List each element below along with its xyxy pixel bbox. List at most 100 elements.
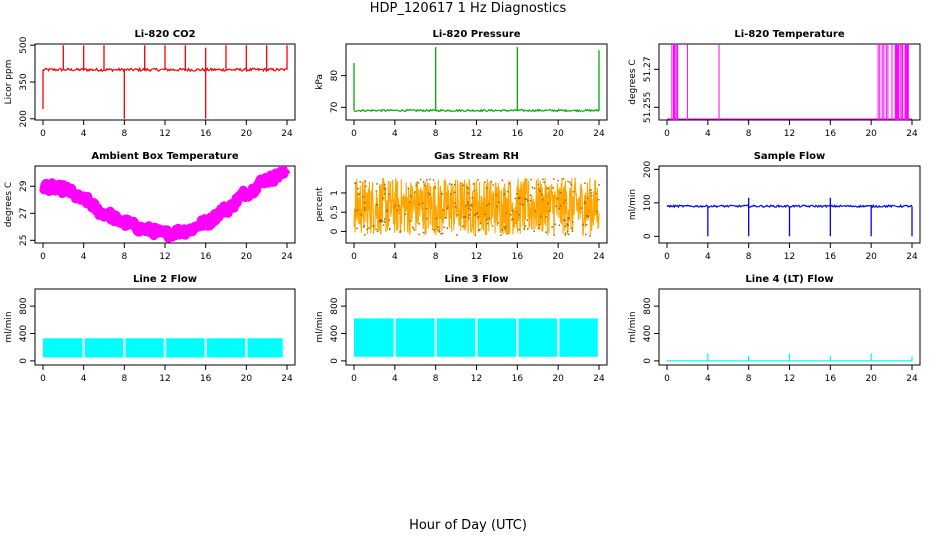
series-point-rh <box>567 230 569 233</box>
series-line-rh <box>353 177 600 237</box>
panel-licor-temp: Li-820 Temperature degrees C 0 4 8 12 16 20 24 51… <box>628 29 921 139</box>
series-point-rh <box>414 191 416 193</box>
series-point-rh <box>572 191 575 193</box>
series-point-rh <box>358 193 360 196</box>
series-point-rh <box>523 227 525 230</box>
series-point-rh <box>473 214 476 216</box>
series-point-rh <box>505 226 507 229</box>
panel-line4-flow: Line 4 (LT) Flow ml/min 0 4 8 12 16 20 24 0 400 800 <box>628 274 921 384</box>
series-point-rh <box>376 183 378 185</box>
series-point-rh <box>427 192 430 194</box>
series-point-rh <box>542 198 544 201</box>
series-licor-temp <box>667 44 912 120</box>
series-point-rh <box>563 202 565 204</box>
x-tick-label-ambient-temp: 20 <box>241 252 253 262</box>
series-point-rh <box>486 222 489 225</box>
x-tick-label-line2-flow: 0 <box>40 374 46 384</box>
series-point-rh <box>440 233 442 235</box>
series-point-rh <box>434 186 436 189</box>
panel-pressure: Li-820 Pressure kPa 0 4 8 12 16 20 24 70 80 <box>315 29 608 139</box>
series-point-rh <box>399 230 402 232</box>
panel-rh: Gas Stream RH percent 0 4 8 12 16 20 24 0 0.5 1 <box>315 151 608 262</box>
series-point-rh <box>496 205 498 208</box>
series-point-rh <box>409 220 412 222</box>
series-point-rh <box>456 214 459 216</box>
series-point-rh <box>441 232 444 235</box>
y-tick-label-line4-flow: 800 <box>643 297 653 314</box>
series-point-rh <box>552 187 554 189</box>
x-tick-label-co2: 0 <box>40 129 46 139</box>
series-point-rh <box>382 197 384 200</box>
series-point-rh <box>510 214 512 216</box>
x-tick-label-line4-flow: 4 <box>705 374 711 384</box>
x-tick-label-line4-flow: 24 <box>906 374 918 384</box>
series-point-rh <box>426 179 428 181</box>
x-tick-label-pressure: 24 <box>593 129 605 139</box>
x-tick-label-licor-temp: 20 <box>865 129 877 139</box>
series-point-rh <box>497 222 499 224</box>
series-point-rh <box>469 209 472 211</box>
flow-block-line2-flow <box>43 338 83 358</box>
series-point-rh <box>533 230 535 233</box>
x-tick-label-co2: 12 <box>159 129 170 139</box>
series-point-rh <box>557 197 559 200</box>
series-sample-flow <box>666 197 913 237</box>
x-tick-label-line4-flow: 16 <box>825 374 837 384</box>
series-point-rh <box>474 234 476 237</box>
series-point-rh <box>475 213 477 215</box>
series-point-rh <box>429 178 431 181</box>
flow-block-line2-flow <box>247 338 283 358</box>
x-tick-label-line4-flow: 12 <box>784 374 795 384</box>
series-point-rh <box>500 234 502 236</box>
series-co2 <box>42 45 288 119</box>
series-point-rh <box>446 227 448 229</box>
series-point-rh <box>467 201 469 203</box>
series-point-rh <box>364 234 366 236</box>
y-tick-label-rh: 0.5 <box>330 205 340 219</box>
series-point-rh <box>587 216 590 218</box>
series-point-rh <box>363 225 366 227</box>
x-tick-label-line2-flow: 20 <box>241 374 253 384</box>
series-point-rh <box>585 233 587 236</box>
series-point-rh <box>501 179 504 181</box>
series-point-rh <box>587 215 589 217</box>
series-point-rh <box>462 184 465 187</box>
series-point-rh <box>354 182 356 185</box>
series-ambient-temp <box>38 166 291 243</box>
series-point-rh <box>488 202 490 205</box>
series-point-rh <box>492 184 494 186</box>
series-point-rh <box>538 188 540 191</box>
series-point-rh <box>596 210 598 213</box>
x-tick-label-pressure: 16 <box>512 129 524 139</box>
series-point-rh <box>418 203 421 206</box>
series-point-rh <box>421 202 424 205</box>
series-point-rh <box>388 219 390 221</box>
x-tick-label-licor-temp: 16 <box>825 129 837 139</box>
series-point-rh <box>479 222 482 224</box>
series-point-rh <box>518 197 521 200</box>
series-point-rh <box>518 228 520 231</box>
y-tick-label-rh: 1 <box>330 190 340 196</box>
series-point-rh <box>585 215 588 217</box>
x-tick-label-line4-flow: 8 <box>746 374 752 384</box>
series-point-rh <box>558 224 561 226</box>
y-tick-label-sample-flow: 200 <box>643 160 653 177</box>
series-point-rh <box>360 214 362 216</box>
x-tick-label-pressure: 0 <box>351 129 357 139</box>
x-tick-label-licor-temp: 12 <box>784 129 795 139</box>
series-point-rh <box>396 209 398 211</box>
series-rh <box>353 177 600 237</box>
y-axis-label-co2: Licor ppm <box>4 60 14 105</box>
series-point-rh <box>545 231 547 233</box>
panel-co2: Li-820 CO2 Licor ppm 0 4 8 12 16 20 24 200 350 500 <box>4 29 296 139</box>
series-point-rh <box>567 180 569 183</box>
series-point-rh <box>526 219 529 221</box>
series-point-rh <box>504 227 506 230</box>
x-tick-label-rh: 24 <box>593 252 605 262</box>
series-point-rh <box>393 207 395 209</box>
series-point-rh <box>451 183 453 186</box>
series-point-rh <box>468 214 471 216</box>
x-tick-label-licor-temp: 0 <box>664 129 670 139</box>
series-point-rh <box>509 182 511 185</box>
plot-frame-pressure <box>345 43 608 121</box>
